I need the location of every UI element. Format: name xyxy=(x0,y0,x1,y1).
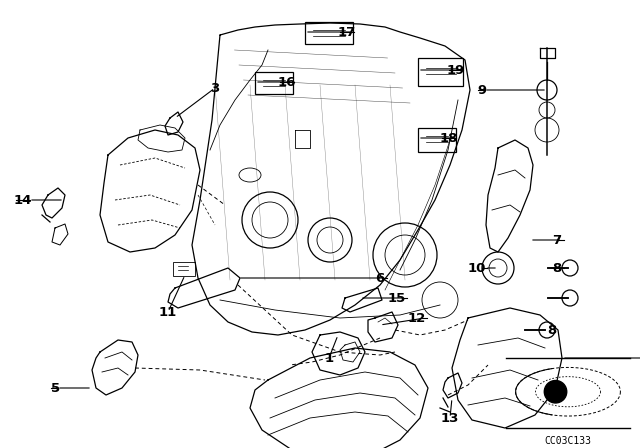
Text: 3: 3 xyxy=(211,82,220,95)
Text: 19: 19 xyxy=(447,64,465,77)
Text: 9: 9 xyxy=(478,83,487,96)
Text: 16: 16 xyxy=(278,76,296,89)
Text: 11: 11 xyxy=(159,306,177,319)
Text: 8: 8 xyxy=(547,323,557,336)
Circle shape xyxy=(544,380,567,403)
Text: 12: 12 xyxy=(408,311,426,324)
Text: 8: 8 xyxy=(552,262,561,275)
Text: 13: 13 xyxy=(441,412,459,425)
Text: 7: 7 xyxy=(552,233,561,246)
Text: 5: 5 xyxy=(51,382,60,395)
Text: 14: 14 xyxy=(13,194,32,207)
Text: 6: 6 xyxy=(375,271,384,284)
Text: 1: 1 xyxy=(324,352,333,365)
Text: CC03C133: CC03C133 xyxy=(545,436,591,446)
Text: 18: 18 xyxy=(440,132,458,145)
Text: 15: 15 xyxy=(388,292,406,305)
Text: 17: 17 xyxy=(338,26,356,39)
Text: 10: 10 xyxy=(468,262,486,275)
